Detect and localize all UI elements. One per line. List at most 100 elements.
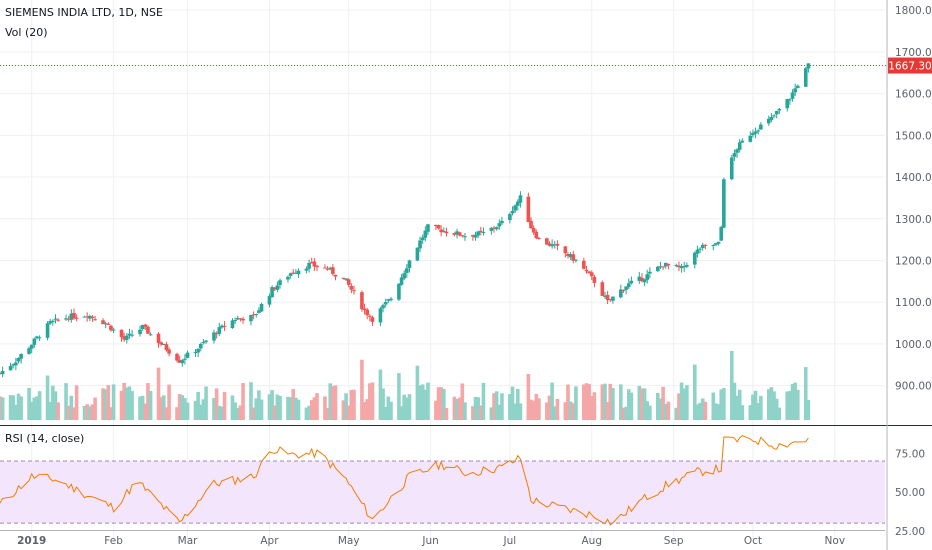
- y-axis[interactable]: 900.00 1000.00 1100.00 1200.00 1300.00 1400.0…: [895, 5, 932, 538]
- candle: [415, 247, 420, 261]
- volume-bar: [777, 407, 782, 420]
- candle: [14, 362, 18, 366]
- volume-bar: [463, 402, 467, 420]
- volume-bar: [645, 401, 650, 420]
- candle: [479, 230, 483, 232]
- candle: [605, 294, 610, 301]
- candle: [497, 223, 502, 227]
- volume-bar: [748, 405, 753, 420]
- volume-bar: [637, 385, 642, 420]
- candle: [74, 317, 79, 319]
- volume-bar: [682, 388, 687, 420]
- candle: [309, 262, 314, 264]
- volume-bar: [722, 387, 726, 420]
- volume-bar: [452, 396, 457, 420]
- candle: [220, 325, 224, 328]
- candle: [603, 295, 607, 297]
- volume-bar: [500, 393, 504, 420]
- x-axis[interactable]: 2019 Feb Mar Apr May Jun Jul Aug Sep Oct Nov: [17, 535, 845, 547]
- candle: [648, 271, 652, 274]
- volume-bar: [497, 404, 502, 420]
- candle: [249, 314, 253, 322]
- volume-bars: [0, 350, 811, 420]
- volume-bar: [737, 389, 742, 420]
- volume-bar: [220, 406, 224, 420]
- volume-bar: [370, 382, 375, 420]
- candle: [621, 290, 626, 292]
- volume-bar: [106, 385, 111, 420]
- volume-bar: [72, 407, 76, 420]
- volume-bar: [399, 406, 404, 420]
- volume-bar: [270, 390, 274, 420]
- candle: [759, 124, 763, 130]
- volume-bar: [331, 386, 335, 420]
- volume-bar: [45, 375, 50, 420]
- volume-bar: [444, 407, 449, 420]
- candle: [346, 279, 351, 285]
- candle: [452, 232, 457, 235]
- candle: [555, 243, 560, 246]
- volume-bar: [766, 389, 771, 420]
- volume-bar: [663, 403, 668, 420]
- candle: [106, 323, 111, 325]
- candle: [545, 238, 549, 245]
- rsi-indicator-label: RSI (14, close): [5, 432, 85, 445]
- y-tick-label: 1700.00: [895, 47, 932, 59]
- candle: [103, 323, 108, 325]
- candle: [703, 244, 708, 246]
- candle: [167, 349, 171, 354]
- volume-bar: [101, 388, 105, 420]
- candle: [444, 231, 449, 234]
- candle: [323, 267, 327, 269]
- volume-bar: [156, 367, 161, 420]
- x-tick-label: 2019: [17, 535, 46, 547]
- volume-bar: [550, 382, 554, 420]
- y-tick-label: 1200.00: [895, 255, 932, 267]
- candle: [803, 68, 808, 87]
- candle: [685, 264, 689, 267]
- volume-bar: [291, 389, 296, 420]
- volume-bar: [383, 406, 388, 420]
- volume-bar: [674, 407, 679, 420]
- volume-bar: [315, 393, 319, 420]
- volume-bar: [341, 400, 346, 420]
- volume-bar: [352, 389, 356, 420]
- candle: [64, 318, 68, 320]
- volume-bar: [146, 383, 150, 420]
- candle: [751, 132, 755, 136]
- volume-bar: [508, 394, 512, 420]
- candle: [270, 287, 274, 298]
- candle: [85, 316, 89, 318]
- candle: [793, 88, 797, 93]
- volume-bar: [426, 382, 430, 420]
- candle: [275, 285, 280, 290]
- last-price-marker: 1667.30: [0, 57, 932, 74]
- volume-bar: [603, 383, 607, 420]
- volume-bar: [214, 388, 219, 420]
- y-tick-label: 1800.00: [895, 5, 932, 17]
- candle: [777, 108, 782, 111]
- candle: [238, 318, 243, 320]
- volume-bar: [460, 383, 465, 420]
- candle: [611, 296, 615, 301]
- candle: [53, 318, 58, 320]
- candle: [510, 210, 515, 214]
- volume-bar: [547, 395, 552, 420]
- candle: [389, 298, 393, 301]
- volume-bar: [774, 398, 779, 420]
- candle: [196, 348, 200, 353]
- volume-bar: [619, 384, 623, 420]
- candle: [584, 269, 589, 272]
- candle: [11, 364, 16, 366]
- candle: [785, 99, 790, 109]
- rsi-band: [0, 461, 885, 524]
- candle: [45, 323, 50, 338]
- candle: [563, 246, 568, 254]
- volume-bar: [235, 407, 240, 420]
- candle: [674, 265, 679, 267]
- candle: [473, 234, 478, 238]
- candle: [719, 226, 724, 241]
